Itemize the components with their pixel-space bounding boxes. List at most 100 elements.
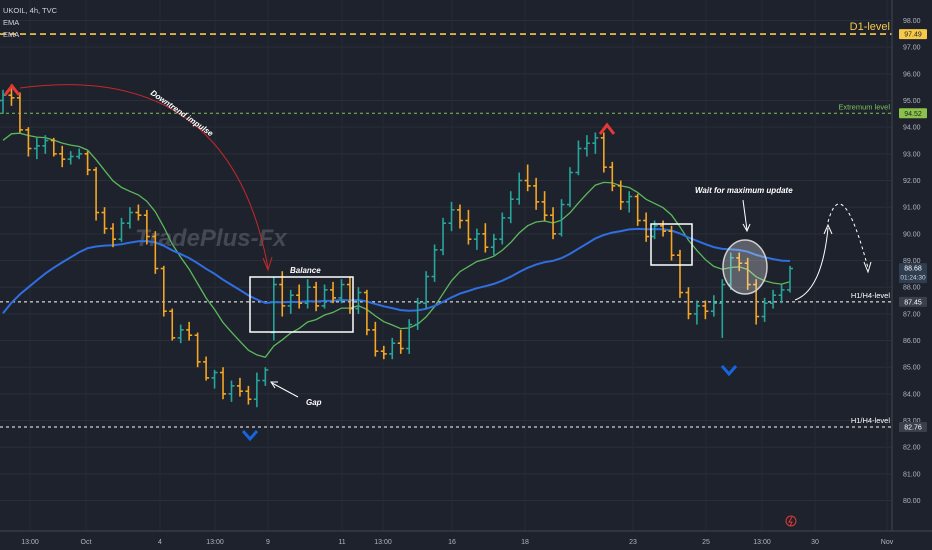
time-tick: 30 [811, 539, 819, 546]
price-label: 82.76 [904, 424, 922, 431]
candle [380, 345, 387, 360]
lightning-icon [788, 516, 793, 527]
candle [583, 135, 590, 157]
time-tick: 13:00 [753, 539, 771, 546]
candle [676, 249, 683, 298]
candle [643, 212, 650, 242]
projection-down-arrowhead [863, 261, 872, 274]
candle [76, 148, 83, 160]
ema-200-line [2, 227, 791, 314]
candle [194, 332, 201, 368]
candle [702, 300, 709, 320]
candle [313, 281, 320, 312]
price-tick: 93.00 [903, 151, 921, 158]
symbol-title[interactable]: UKOIL, 4h, TVC [3, 6, 58, 15]
ema-legend-2[interactable]: EMA [3, 30, 19, 39]
candle [406, 319, 413, 354]
price-tick: 97.00 [903, 45, 921, 52]
time-tick: 18 [521, 539, 529, 546]
candle [397, 329, 404, 354]
grid [0, 20, 892, 502]
downtrend-arrowhead [262, 256, 273, 272]
candle [685, 287, 692, 320]
price-tick: 88.00 [903, 285, 921, 292]
projection-up-arrowhead [823, 223, 833, 235]
candle [473, 228, 480, 250]
price-label-bg [899, 29, 927, 40]
candle [33, 137, 40, 160]
candle [355, 287, 362, 314]
price-labels: 97.49 94.52 88.68 01:24:30 87.45 82.76 [899, 29, 927, 432]
price-tick: 83.00 [903, 418, 921, 425]
candle [330, 281, 337, 304]
candle [203, 356, 210, 381]
price-tick: 92.00 [903, 178, 921, 185]
level-label: H1/H4-level [851, 291, 891, 300]
price-tick: 95.00 [903, 98, 921, 105]
candle [59, 145, 66, 168]
candle [524, 164, 531, 192]
time-tick: 23 [629, 539, 637, 546]
price-tick: 98.00 [903, 18, 921, 25]
level-label: H1/H4-level [851, 416, 891, 425]
candle [617, 180, 624, 210]
candle [220, 367, 227, 400]
candle [169, 308, 176, 341]
candle [211, 369, 218, 389]
downtrend-arc [19, 84, 269, 269]
candle [152, 231, 159, 274]
time-tick: 4 [158, 539, 162, 546]
candle [609, 161, 616, 192]
candle [482, 223, 489, 253]
candle [245, 385, 252, 405]
top-marker-icon [598, 122, 616, 135]
candle [592, 132, 599, 154]
price-label-bg [899, 108, 927, 119]
candle [228, 380, 235, 402]
price-tick: 94.00 [903, 125, 921, 132]
candle [93, 167, 100, 221]
candle [736, 252, 743, 272]
candle [575, 140, 582, 176]
time-tick: 13:00 [21, 539, 39, 546]
price-tick: 80.00 [903, 498, 921, 505]
time-tick: Nov [881, 539, 894, 546]
candle [710, 295, 717, 317]
price-tick: 91.00 [903, 205, 921, 212]
price-tick: 81.00 [903, 471, 921, 478]
gap-arrowhead [270, 381, 278, 389]
price-tick: 87.00 [903, 311, 921, 318]
candle [440, 217, 447, 256]
candle [719, 279, 726, 338]
level-label: Extremum level [838, 102, 890, 111]
price-label-bg [899, 296, 927, 307]
ema-50-line [2, 132, 791, 358]
time-tick: 11 [338, 539, 345, 546]
price-label-bg [899, 263, 927, 284]
candle [16, 92, 23, 133]
candle [118, 217, 125, 242]
candle [279, 271, 286, 317]
candle [186, 321, 193, 341]
candle [25, 127, 32, 157]
ema-legend-1[interactable]: EMA [3, 18, 19, 27]
candle [693, 300, 700, 325]
candle [304, 279, 311, 309]
time-tick: Oct [81, 539, 92, 546]
candle [465, 209, 472, 245]
event-icon[interactable] [785, 515, 797, 527]
candle [236, 377, 243, 397]
balance-label: Balance [290, 266, 321, 275]
price-label: 87.45 [904, 299, 922, 306]
candle [67, 151, 74, 165]
price-tick: 96.00 [903, 71, 921, 78]
top-marker-icon [3, 83, 21, 96]
candle [135, 204, 142, 221]
candle [507, 191, 514, 224]
time-axis: 13:00 Oct 4 13:00 9 11 13:00 16 18 23 25 13:00 30 Nov [21, 539, 893, 546]
price-tick: 85.00 [903, 365, 921, 372]
candle [787, 265, 793, 293]
price-tick: 89.00 [903, 258, 921, 265]
